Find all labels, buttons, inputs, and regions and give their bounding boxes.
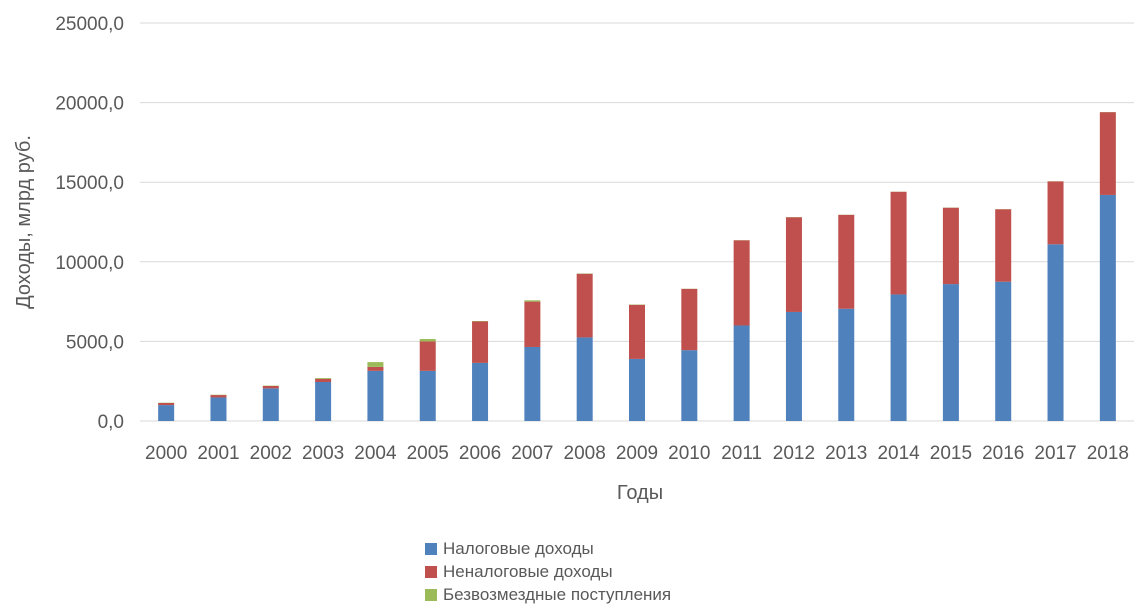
x-tick-label: 2008 [564, 443, 606, 464]
bar-segment-nontax [681, 288, 698, 351]
legend-label-nontax: Неналоговые доходы [443, 562, 613, 581]
legend-swatch-tax [425, 542, 437, 555]
bar-segment-tax [681, 350, 698, 421]
x-tick-label: 2001 [197, 443, 239, 464]
y-tick-label: 0,0 [98, 412, 124, 433]
bar-segment-nontax [995, 209, 1012, 282]
legend-swatch-grants [425, 588, 437, 601]
legend-item-nontax: Неналоговые доходы [425, 560, 671, 583]
y-tick-label: 25000,0 [55, 14, 124, 35]
y-tick-label: 20000,0 [55, 94, 124, 115]
bar-segment-tax [785, 311, 802, 421]
gridlines [140, 22, 1134, 422]
y-axis-ticks: 0,0 5000,0 10000,0 15000,0 20000,0 25000,0 [55, 14, 124, 433]
x-tick-label: 2004 [354, 443, 397, 464]
x-tick-label: 2017 [1034, 443, 1076, 464]
bar-segment-tax [942, 284, 959, 421]
bar-segment-tax [419, 370, 436, 421]
bar-segment-grants [367, 362, 384, 367]
bar-segment-tax [995, 281, 1012, 421]
x-tick-label: 2007 [511, 443, 553, 464]
bar-segment-tax [629, 358, 645, 421]
bar-segment-nontax [419, 341, 436, 371]
bar-segment-nontax [733, 240, 750, 326]
x-tick-label: 2006 [459, 443, 501, 464]
x-tick-label: 2005 [407, 443, 449, 464]
y-tick-label: 5000,0 [66, 332, 124, 353]
bars [158, 111, 1116, 421]
x-tick-label: 2015 [930, 443, 972, 464]
x-tick-label: 2003 [302, 443, 344, 464]
bar-segment-nontax [576, 273, 593, 338]
x-tick-label: 2000 [145, 443, 187, 464]
x-tick-label: 2016 [982, 443, 1024, 464]
x-tick-label: 2018 [1087, 443, 1129, 464]
bar-segment-tax [1047, 244, 1064, 421]
bar-segment-tax [1099, 194, 1116, 421]
x-tick-label: 2013 [825, 443, 867, 464]
bar-segment-tax [733, 325, 750, 421]
bar-segment-nontax [315, 378, 332, 382]
x-axis-ticks: 2000 2001 2002 2003 2004 2005 2006 2007 2008 2009… [145, 443, 1129, 464]
bar-segment-nontax [890, 191, 907, 295]
bar-segment-nontax [524, 301, 541, 347]
x-tick-label: 2014 [877, 443, 920, 464]
bar-segment-tax [367, 370, 384, 421]
x-tick-label: 2010 [668, 443, 710, 464]
legend-item-tax: Налоговые доходы [425, 537, 671, 560]
bar-segment-tax [472, 362, 489, 421]
bar-segment-nontax [472, 321, 489, 363]
bar-segment-nontax [1099, 112, 1116, 195]
bar-segment-nontax [942, 207, 959, 285]
legend-label-tax: Налоговые доходы [443, 539, 594, 558]
y-tick-label: 15000,0 [55, 173, 124, 194]
bar-segment-nontax [785, 217, 802, 312]
legend-swatch-nontax [425, 565, 437, 578]
x-tick-label: 2011 [721, 443, 762, 464]
bar-segment-tax [576, 337, 593, 421]
bar-segment-grants [419, 339, 436, 342]
bar-segment-nontax [158, 403, 175, 406]
bar-segment-nontax [1047, 181, 1064, 245]
legend-item-grants: Безвозмездные поступления [425, 583, 671, 606]
x-tick-label: 2009 [616, 443, 658, 464]
x-tick-label: 2002 [250, 443, 292, 464]
bar-segment-nontax [629, 304, 645, 359]
bar-segment-tax [158, 405, 175, 421]
bar-segment-grants [524, 300, 541, 302]
y-tick-label: 10000,0 [55, 253, 124, 274]
legend-label-grants: Безвозмездные поступления [443, 585, 672, 604]
x-axis-label: Годы [617, 482, 663, 504]
bar-segment-tax [524, 346, 541, 421]
bar-segment-nontax [262, 385, 279, 389]
bar-segment-tax [315, 381, 332, 421]
bar-segment-nontax [838, 214, 855, 309]
bar-segment-grants [315, 378, 332, 379]
x-tick-label: 2012 [773, 443, 815, 464]
legend: Налоговые доходы Неналоговые доходы Безв… [425, 537, 671, 606]
bar-segment-tax [210, 397, 227, 421]
bar-segment-tax [262, 388, 279, 421]
bar-segment-tax [890, 294, 907, 421]
bar-segment-nontax [367, 366, 384, 371]
bar-segment-tax [838, 308, 855, 421]
y-axis-label: Доходы, млрд руб. [13, 135, 35, 309]
bar-segment-nontax [210, 395, 227, 398]
